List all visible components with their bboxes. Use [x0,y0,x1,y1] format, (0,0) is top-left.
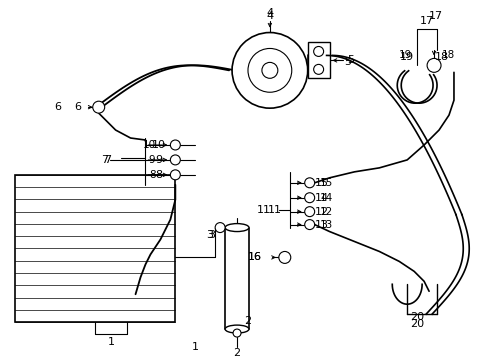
Text: 10: 10 [151,140,165,150]
Text: 3: 3 [206,230,213,239]
Text: 17: 17 [428,11,442,21]
Text: 13: 13 [314,220,328,230]
Bar [307,42,329,78]
Circle shape [247,49,291,92]
Circle shape [304,220,314,230]
Text: 5: 5 [343,57,350,67]
Text: 17: 17 [419,15,433,26]
Text: 9: 9 [148,155,155,165]
Text: 4: 4 [266,11,273,21]
Circle shape [233,329,241,337]
Ellipse shape [224,325,248,333]
Circle shape [313,64,323,74]
Text: 2: 2 [244,316,251,326]
Text: 1: 1 [107,337,115,347]
Text: 2: 2 [233,348,240,358]
Circle shape [304,207,314,217]
Text: 11: 11 [256,205,270,215]
Circle shape [232,32,307,108]
Ellipse shape [224,224,248,231]
Text: 18: 18 [441,50,454,60]
Text: 11: 11 [267,205,281,215]
Text: 3: 3 [208,230,215,239]
Text: 16: 16 [247,252,262,262]
Text: 8: 8 [148,170,155,180]
Circle shape [170,155,180,165]
Text: 12: 12 [319,207,332,217]
Text: 7: 7 [102,155,108,165]
Text: 1: 1 [191,342,198,352]
Text: 19: 19 [399,53,413,62]
Text: 14: 14 [314,193,328,203]
Text: 20: 20 [409,319,424,329]
Circle shape [426,58,440,72]
Circle shape [170,140,180,150]
Text: 19: 19 [398,50,411,60]
Bar [15,175,175,322]
Circle shape [93,101,104,113]
Text: 15: 15 [314,178,328,188]
Text: 14: 14 [319,193,332,203]
Text: 7: 7 [104,155,111,165]
Circle shape [304,193,314,203]
Text: 13: 13 [319,220,332,230]
Text: 6: 6 [54,102,61,112]
Text: 18: 18 [434,53,448,62]
Text: 16: 16 [247,252,262,262]
Text: 10: 10 [142,140,155,150]
Circle shape [170,170,180,180]
Circle shape [278,251,290,264]
Circle shape [313,46,323,57]
Circle shape [262,62,277,78]
Circle shape [304,178,314,188]
Text: 15: 15 [319,178,332,188]
Text: 8: 8 [155,170,162,180]
Text: 9: 9 [155,155,162,165]
Text: 4: 4 [266,8,273,18]
Text: 12: 12 [314,207,328,217]
Text: 5: 5 [347,55,354,66]
Text: 20: 20 [409,312,424,322]
Circle shape [215,222,224,233]
Text: 6: 6 [74,102,81,112]
